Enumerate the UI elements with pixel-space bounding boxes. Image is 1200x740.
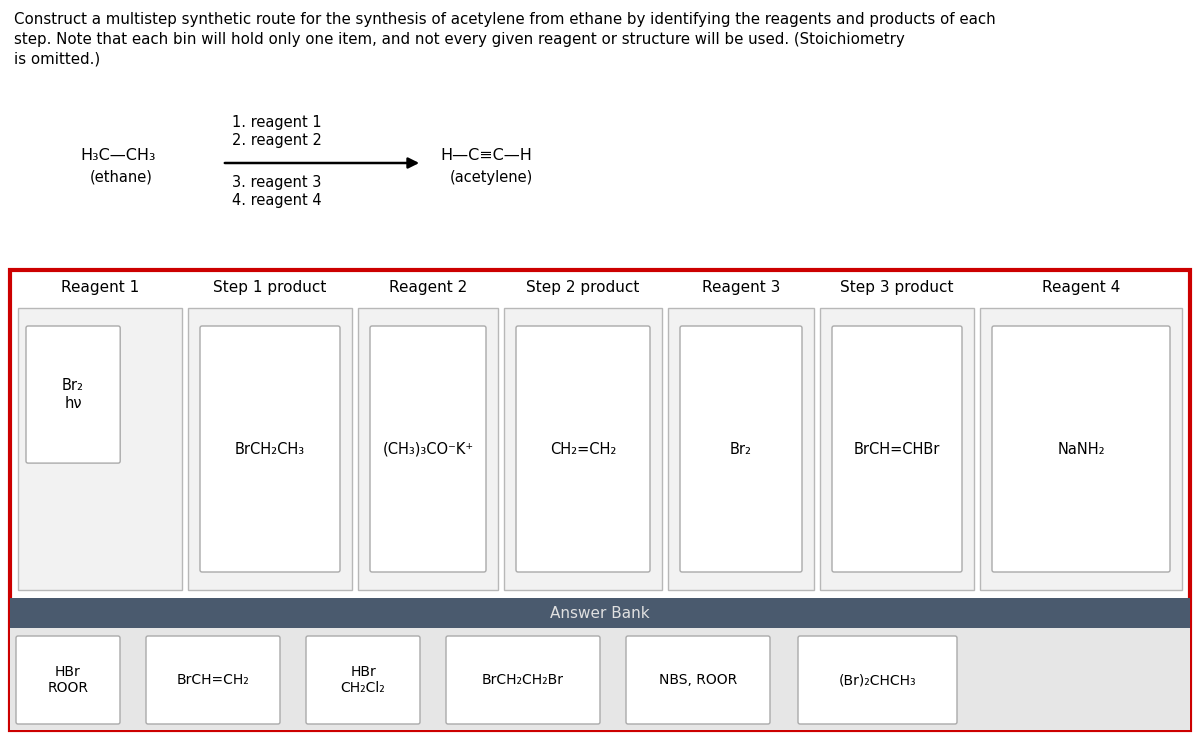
FancyBboxPatch shape <box>820 308 974 590</box>
FancyBboxPatch shape <box>504 308 662 590</box>
FancyBboxPatch shape <box>680 326 802 572</box>
FancyBboxPatch shape <box>146 636 280 724</box>
Text: NaNH₂: NaNH₂ <box>1057 442 1105 457</box>
Text: (ethane): (ethane) <box>90 170 152 185</box>
FancyBboxPatch shape <box>200 326 340 572</box>
FancyBboxPatch shape <box>188 308 352 590</box>
FancyBboxPatch shape <box>832 326 962 572</box>
Text: Reagent 4: Reagent 4 <box>1042 280 1120 295</box>
FancyBboxPatch shape <box>798 636 958 724</box>
Text: Br₂
hν: Br₂ hν <box>62 378 84 411</box>
Text: Construct a multistep synthetic route for the synthesis of acetylene from ethane: Construct a multistep synthetic route fo… <box>14 12 996 27</box>
FancyBboxPatch shape <box>10 598 1190 628</box>
FancyBboxPatch shape <box>10 628 1190 730</box>
FancyBboxPatch shape <box>358 308 498 590</box>
Text: BrCH₂CH₃: BrCH₂CH₃ <box>235 442 305 457</box>
Text: 1. reagent 1: 1. reagent 1 <box>232 115 322 130</box>
Text: step. Note that each bin will hold only one item, and not every given reagent or: step. Note that each bin will hold only … <box>14 32 905 47</box>
Text: H—C≡C—H: H—C≡C—H <box>440 148 532 163</box>
Text: Reagent 3: Reagent 3 <box>702 280 780 295</box>
Text: CH₂=CH₂: CH₂=CH₂ <box>550 442 616 457</box>
Text: is omitted.): is omitted.) <box>14 52 101 67</box>
Text: Reagent 2: Reagent 2 <box>389 280 467 295</box>
FancyBboxPatch shape <box>516 326 650 572</box>
FancyBboxPatch shape <box>446 636 600 724</box>
Text: HBr
CH₂Cl₂: HBr CH₂Cl₂ <box>341 665 385 695</box>
Text: Answer Bank: Answer Bank <box>550 605 650 621</box>
FancyBboxPatch shape <box>18 308 182 590</box>
Text: BrCH=CH₂: BrCH=CH₂ <box>176 673 250 687</box>
FancyBboxPatch shape <box>10 270 1190 730</box>
Text: (Br)₂CHCH₃: (Br)₂CHCH₃ <box>839 673 917 687</box>
Text: H₃C—CH₃: H₃C—CH₃ <box>80 148 156 163</box>
Text: (CH₃)₃CO⁻K⁺: (CH₃)₃CO⁻K⁺ <box>383 442 474 457</box>
FancyBboxPatch shape <box>16 636 120 724</box>
FancyBboxPatch shape <box>306 636 420 724</box>
Text: BrCH₂CH₂Br: BrCH₂CH₂Br <box>482 673 564 687</box>
Text: 2. reagent 2: 2. reagent 2 <box>232 133 322 148</box>
FancyBboxPatch shape <box>626 636 770 724</box>
Text: Step 3 product: Step 3 product <box>840 280 954 295</box>
Text: 4. reagent 4: 4. reagent 4 <box>232 193 322 208</box>
Text: BrCH=CHBr: BrCH=CHBr <box>854 442 940 457</box>
Text: (acetylene): (acetylene) <box>450 170 533 185</box>
Text: HBr
ROOR: HBr ROOR <box>48 665 89 695</box>
FancyBboxPatch shape <box>668 308 814 590</box>
FancyBboxPatch shape <box>26 326 120 463</box>
Text: NBS, ROOR: NBS, ROOR <box>659 673 737 687</box>
FancyBboxPatch shape <box>370 326 486 572</box>
FancyBboxPatch shape <box>992 326 1170 572</box>
Text: Step 2 product: Step 2 product <box>527 280 640 295</box>
Text: 3. reagent 3: 3. reagent 3 <box>232 175 322 190</box>
Text: Br₂: Br₂ <box>730 442 752 457</box>
Text: Reagent 1: Reagent 1 <box>61 280 139 295</box>
FancyBboxPatch shape <box>980 308 1182 590</box>
Text: Step 1 product: Step 1 product <box>214 280 326 295</box>
